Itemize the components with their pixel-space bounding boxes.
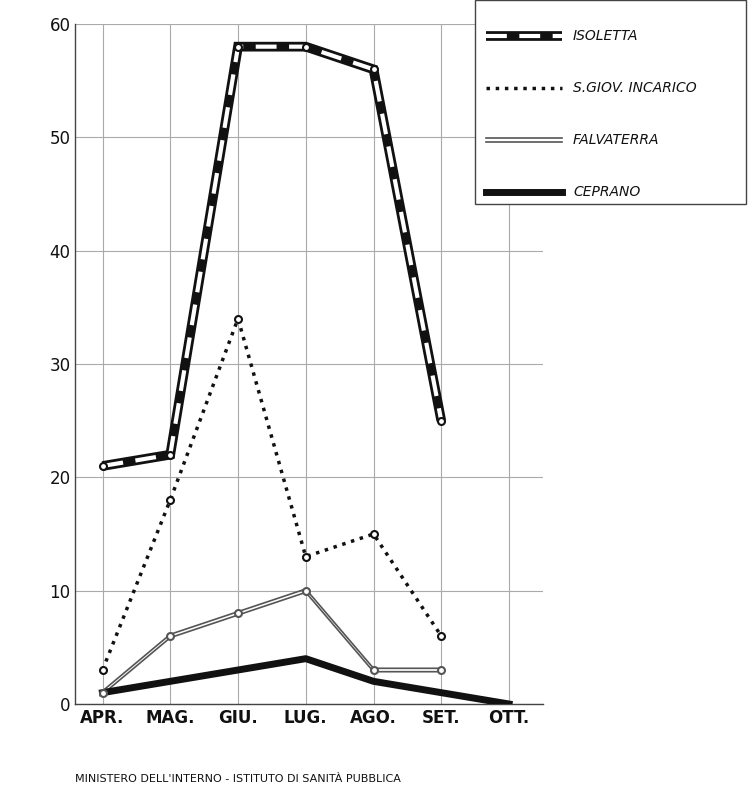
Text: FALVATERRA: FALVATERRA bbox=[573, 133, 660, 147]
Text: CEPRANO: CEPRANO bbox=[573, 185, 640, 199]
Text: S.GIOV. INCARICO: S.GIOV. INCARICO bbox=[573, 81, 697, 95]
Text: ISOLETTA: ISOLETTA bbox=[573, 29, 639, 43]
Text: MINISTERO DELL'INTERNO - ISTITUTO DI SANITÀ PUBBLICA: MINISTERO DELL'INTERNO - ISTITUTO DI SAN… bbox=[75, 774, 401, 784]
